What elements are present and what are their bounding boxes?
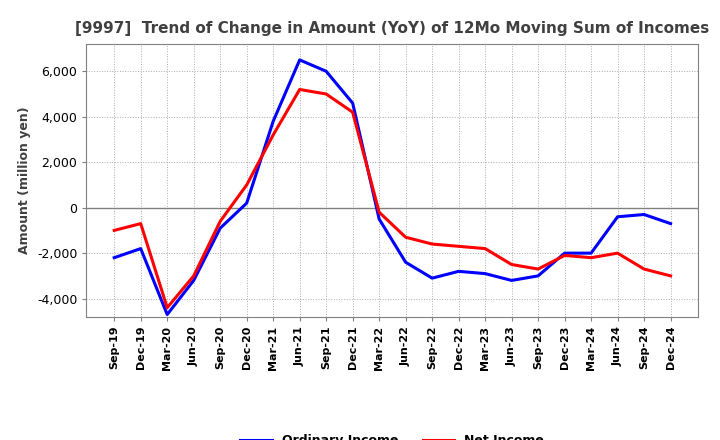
Ordinary Income (534, 273, 542, 279)
Net Income (587, 255, 595, 260)
Ordinary Income (401, 260, 410, 265)
Net Income (189, 273, 198, 279)
Net Income (508, 262, 516, 267)
Net Income (640, 266, 649, 271)
Line: Net Income: Net Income (114, 89, 670, 308)
Ordinary Income (613, 214, 622, 220)
Ordinary Income (454, 269, 463, 274)
Net Income (269, 132, 277, 138)
Ordinary Income (163, 312, 171, 317)
Ordinary Income (136, 246, 145, 251)
Net Income (428, 242, 436, 247)
Ordinary Income (269, 119, 277, 124)
Net Income (454, 244, 463, 249)
Net Income (322, 92, 330, 97)
Net Income (613, 250, 622, 256)
Ordinary Income (189, 278, 198, 283)
Net Income (295, 87, 304, 92)
Title: [9997]  Trend of Change in Amount (YoY) of 12Mo Moving Sum of Incomes: [9997] Trend of Change in Amount (YoY) o… (76, 21, 709, 36)
Line: Ordinary Income: Ordinary Income (114, 60, 670, 315)
Ordinary Income (666, 221, 675, 226)
Ordinary Income (560, 250, 569, 256)
Ordinary Income (428, 275, 436, 281)
Ordinary Income (216, 225, 225, 231)
Ordinary Income (375, 216, 384, 222)
Net Income (348, 110, 357, 115)
Ordinary Income (640, 212, 649, 217)
Net Income (216, 219, 225, 224)
Net Income (243, 182, 251, 187)
Net Income (110, 228, 119, 233)
Net Income (375, 209, 384, 215)
Legend: Ordinary Income, Net Income: Ordinary Income, Net Income (235, 429, 549, 440)
Ordinary Income (295, 57, 304, 62)
Ordinary Income (481, 271, 490, 276)
Ordinary Income (322, 69, 330, 74)
Ordinary Income (508, 278, 516, 283)
Net Income (481, 246, 490, 251)
Ordinary Income (243, 201, 251, 206)
Net Income (136, 221, 145, 226)
Net Income (666, 273, 675, 279)
Y-axis label: Amount (million yen): Amount (million yen) (19, 106, 32, 254)
Ordinary Income (110, 255, 119, 260)
Net Income (163, 305, 171, 310)
Net Income (401, 235, 410, 240)
Ordinary Income (587, 250, 595, 256)
Net Income (560, 253, 569, 258)
Ordinary Income (348, 100, 357, 106)
Net Income (534, 266, 542, 271)
